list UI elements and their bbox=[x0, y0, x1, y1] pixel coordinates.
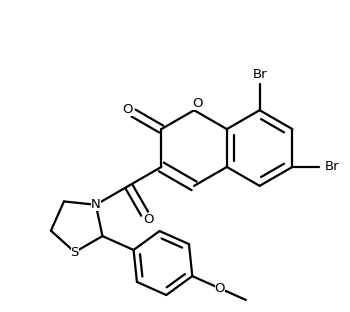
Text: O: O bbox=[215, 282, 225, 295]
Text: Br: Br bbox=[325, 160, 340, 173]
Text: O: O bbox=[122, 103, 133, 116]
Text: O: O bbox=[143, 213, 153, 226]
Text: S: S bbox=[71, 246, 79, 259]
Text: Br: Br bbox=[252, 68, 267, 80]
Text: N: N bbox=[91, 198, 101, 211]
Text: O: O bbox=[192, 97, 202, 110]
